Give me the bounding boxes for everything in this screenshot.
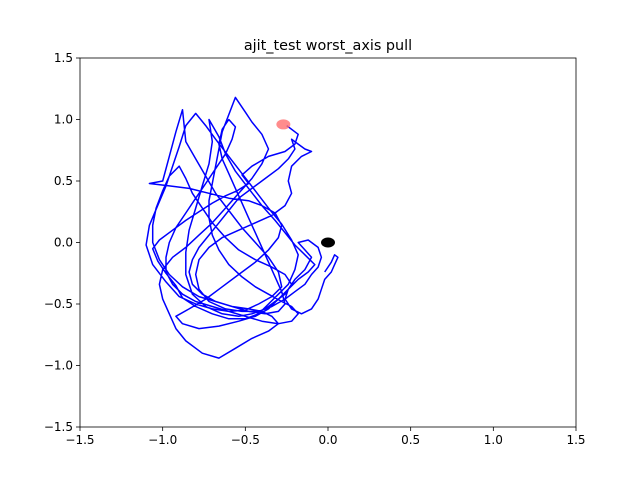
x-tick-label: −1.5 bbox=[65, 433, 94, 447]
x-tick-label: 0.0 bbox=[318, 433, 337, 447]
x-tick-label: 1.0 bbox=[484, 433, 503, 447]
series-line-0 bbox=[145, 96, 339, 359]
axes: −1.5 −1.0 −0.5 0.0 0.5 1.0 1.5 −1.5 −1.0 −0.5 0.0 0… bbox=[44, 51, 586, 447]
y-tick-label: 1.5 bbox=[54, 51, 73, 65]
origin-marker bbox=[321, 237, 335, 248]
chart-title: ajit_test worst_axis pull bbox=[244, 38, 412, 54]
y-tick-label: 0.0 bbox=[54, 236, 73, 250]
x-tick-label: 0.5 bbox=[401, 433, 420, 447]
y-tick-label: −0.5 bbox=[44, 297, 73, 311]
y-tick-label: 1.0 bbox=[54, 113, 73, 127]
x-tick-label: 1.5 bbox=[566, 433, 585, 447]
x-tick-label: −1.0 bbox=[148, 433, 177, 447]
x-tick-label: −0.5 bbox=[231, 433, 260, 447]
y-tick-label: 0.5 bbox=[54, 174, 73, 188]
y-tick-label: −1.5 bbox=[44, 420, 73, 434]
start-marker bbox=[276, 119, 291, 130]
y-tick-label: −1.0 bbox=[44, 359, 73, 373]
plot-area bbox=[145, 96, 339, 359]
